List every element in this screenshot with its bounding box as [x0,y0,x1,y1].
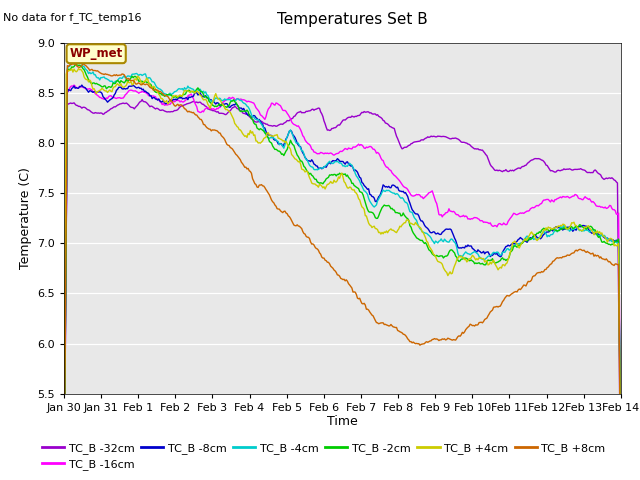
TC_B -4cm [393,191,401,197]
TC_B -4cm [518,240,525,246]
TC_B +4cm [75,66,83,72]
Line: TC_B -2cm: TC_B -2cm [64,65,621,480]
TC_B -16cm [518,210,525,216]
Line: TC_B +8cm: TC_B +8cm [64,63,621,480]
TC_B +8cm [605,259,612,264]
Line: TC_B -32cm: TC_B -32cm [64,99,621,480]
TC_B -8cm [518,236,525,241]
Text: Temperatures Set B: Temperatures Set B [276,12,428,27]
TC_B +4cm [605,237,612,243]
TC_B -2cm [362,204,370,209]
TC_B -16cm [329,152,337,157]
TC_B +8cm [393,324,401,330]
TC_B +4cm [393,230,401,236]
TC_B -2cm [329,172,337,178]
TC_B -16cm [605,204,612,210]
TC_B -4cm [605,238,612,243]
TC_B -8cm [326,160,333,166]
TC_B -16cm [362,144,370,150]
TC_B -16cm [617,454,625,460]
TC_B +8cm [329,265,337,271]
Line: TC_B -4cm: TC_B -4cm [64,58,621,480]
TC_B +8cm [518,286,525,291]
TC_B -32cm [60,462,68,468]
TC_B -4cm [329,161,337,167]
TC_B -8cm [393,185,401,191]
TC_B -4cm [362,190,370,196]
TC_B +4cm [329,180,337,186]
TC_B -2cm [72,62,80,68]
TC_B -8cm [362,185,370,191]
TC_B -32cm [605,175,612,181]
TC_B +8cm [362,306,370,312]
TC_B +4cm [60,419,68,425]
Line: TC_B -16cm: TC_B -16cm [64,85,621,480]
TC_B -32cm [393,133,401,139]
Y-axis label: Temperature (C): Temperature (C) [19,168,31,269]
TC_B +4cm [326,180,333,186]
TC_B -16cm [70,82,78,88]
Text: No data for f_TC_temp16: No data for f_TC_temp16 [3,12,141,23]
TC_B -8cm [78,82,86,88]
Line: TC_B +4cm: TC_B +4cm [64,69,621,480]
TC_B -2cm [617,471,625,477]
TC_B -16cm [393,175,401,180]
TC_B -16cm [326,151,333,156]
TC_B -4cm [326,158,333,164]
TC_B -4cm [72,55,80,60]
TC_B +8cm [326,261,333,267]
TC_B -32cm [329,126,337,132]
TC_B -8cm [329,158,337,164]
TC_B -4cm [617,474,625,480]
TC_B -2cm [518,241,525,247]
Legend: TC_B -32cm, TC_B -16cm, TC_B -8cm, TC_B -4cm, TC_B -2cm, TC_B +4cm, TC_B +8cm: TC_B -32cm, TC_B -16cm, TC_B -8cm, TC_B … [38,438,610,474]
TC_B -32cm [138,96,146,102]
Text: WP_met: WP_met [70,47,123,60]
TC_B -32cm [518,164,525,170]
TC_B +4cm [362,213,370,219]
TC_B -2cm [605,241,612,247]
TC_B -8cm [605,237,612,242]
Line: TC_B -8cm: TC_B -8cm [64,85,621,480]
X-axis label: Time: Time [327,415,358,429]
TC_B +4cm [518,240,525,246]
TC_B -32cm [326,128,333,133]
TC_B -2cm [326,172,333,178]
TC_B +8cm [69,60,77,66]
TC_B -32cm [362,109,370,115]
TC_B -2cm [393,210,401,216]
TC_B -8cm [617,473,625,479]
